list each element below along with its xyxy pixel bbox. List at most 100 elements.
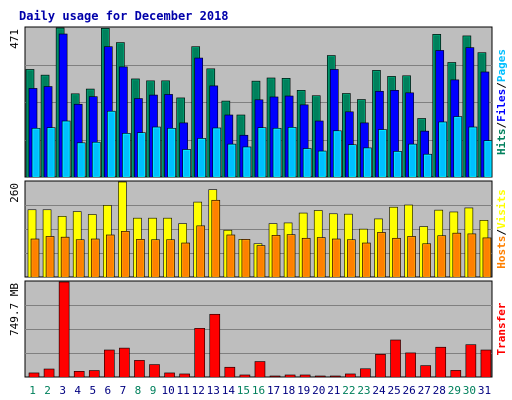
bar-hosts-day-26: [407, 236, 416, 278]
bar-hosts-day-9: [151, 239, 160, 278]
bar-hosts-day-18: [286, 234, 296, 278]
bar-highlight: [46, 237, 54, 277]
bar-transfer-day-8: [134, 360, 145, 378]
bar-hosts-day-10: [166, 239, 175, 278]
bar-highlight: [165, 373, 174, 377]
bar-pages-day-27: [423, 153, 432, 178]
day-label-20: 20: [312, 384, 325, 397]
bar-transfer-day-29: [450, 370, 462, 378]
bar-highlight: [195, 328, 205, 377]
bar-highlight: [150, 365, 159, 377]
bar-highlight: [240, 375, 250, 377]
panel-side-legend: Hosts/Visits: [495, 189, 508, 269]
bar-highlight: [62, 121, 70, 177]
bar-hosts-day-13: [211, 199, 221, 278]
bar-highlight: [361, 369, 370, 377]
bar-pages-day-24: [378, 129, 387, 178]
bar-highlight: [44, 369, 54, 377]
bar-hosts-day-28: [437, 235, 447, 278]
bar-highlight: [106, 235, 114, 277]
bar-pages-day-7: [122, 133, 131, 178]
day-label-11: 11: [177, 384, 190, 397]
bar-transfer-day-2: [43, 368, 55, 378]
bar-pages-day-15: [242, 146, 252, 178]
bar-highlight: [364, 148, 371, 177]
day-label-17: 17: [267, 384, 280, 397]
bar-highlight: [453, 233, 461, 277]
bar-transfer-day-3: [58, 281, 70, 378]
bar-highlight: [59, 282, 69, 377]
bar-transfer-day-22: [345, 373, 356, 378]
bar-pages-day-20: [317, 150, 327, 178]
legend-separator: /: [495, 122, 508, 129]
panel-transfer: 749.7 MB Transfer: [8, 280, 508, 378]
bar-highlight: [29, 373, 39, 377]
bar-pages-day-10: [167, 127, 176, 178]
bar-highlight: [273, 128, 281, 177]
day-label-7: 7: [120, 384, 127, 397]
day-label-13: 13: [207, 384, 220, 397]
bar-pages-day-30: [468, 126, 478, 178]
bar-hosts-day-6: [106, 234, 115, 278]
day-label-3: 3: [59, 384, 66, 397]
bar-highlight: [378, 233, 385, 277]
bar-transfer-day-26: [405, 352, 416, 378]
bar-highlight: [451, 371, 461, 377]
bar-highlight: [347, 240, 355, 277]
bar-hosts-day-15: [241, 239, 251, 278]
bar-hosts-day-1: [30, 238, 40, 278]
legend-hits: Hits: [495, 129, 508, 156]
bar-highlight: [167, 240, 174, 277]
bar-transfer-day-23: [360, 368, 371, 378]
bar-hosts-day-14: [226, 234, 236, 278]
bar-highlight: [285, 375, 295, 377]
panel-side-legend: Transfer: [495, 302, 508, 355]
day-label-14: 14: [222, 384, 236, 397]
legend-visits: Visits: [495, 189, 508, 229]
bar-highlight: [317, 238, 325, 277]
bar-highlight: [481, 350, 491, 377]
bar-highlight: [272, 235, 280, 277]
bar-transfer-day-7: [119, 347, 130, 378]
bar-pages-day-8: [137, 132, 146, 178]
bar-pages-day-12: [197, 138, 207, 178]
bar-pages-day-3: [61, 120, 71, 178]
bar-hosts-day-2: [45, 236, 55, 278]
bar-pages-day-14: [227, 143, 237, 178]
bar-highlight: [257, 246, 265, 277]
bar-highlight: [255, 362, 265, 377]
bar-hosts-day-16: [256, 245, 266, 278]
day-label-27: 27: [418, 384, 431, 397]
bar-pages-day-13: [212, 127, 222, 178]
bar-highlight: [138, 133, 145, 177]
day-label-12: 12: [192, 384, 205, 397]
bar-hosts-day-12: [196, 225, 206, 278]
bar-highlight: [182, 243, 190, 277]
day-label-8: 8: [135, 384, 142, 397]
bar-transfer-day-5: [88, 370, 100, 378]
day-label-18: 18: [282, 384, 295, 397]
bar-pages-day-1: [31, 127, 41, 178]
bar-highlight: [135, 361, 144, 377]
bar-hosts-day-11: [181, 242, 190, 278]
bar-transfer-day-9: [149, 364, 160, 378]
day-label-2: 2: [44, 384, 51, 397]
bar-highlight: [61, 237, 69, 277]
bar-highlight: [408, 237, 416, 277]
day-label-29: 29: [448, 384, 461, 397]
bar-highlight: [393, 238, 400, 277]
day-label-15: 15: [237, 384, 250, 397]
bar-transfer-day-17: [269, 375, 281, 378]
bar-pages-day-2: [46, 127, 56, 178]
bar-hosts-day-21: [331, 238, 341, 278]
day-label-1: 1: [29, 384, 36, 397]
bar-highlight: [379, 130, 386, 177]
day-label-26: 26: [403, 384, 416, 397]
bar-pages-day-23: [363, 147, 372, 178]
bar-highlight: [210, 314, 220, 377]
bar-pages-day-28: [438, 121, 448, 178]
bar-hosts-day-22: [347, 239, 356, 278]
day-label-25: 25: [387, 384, 400, 397]
bar-transfer-day-21: [329, 375, 341, 378]
bar-highlight: [468, 234, 476, 277]
